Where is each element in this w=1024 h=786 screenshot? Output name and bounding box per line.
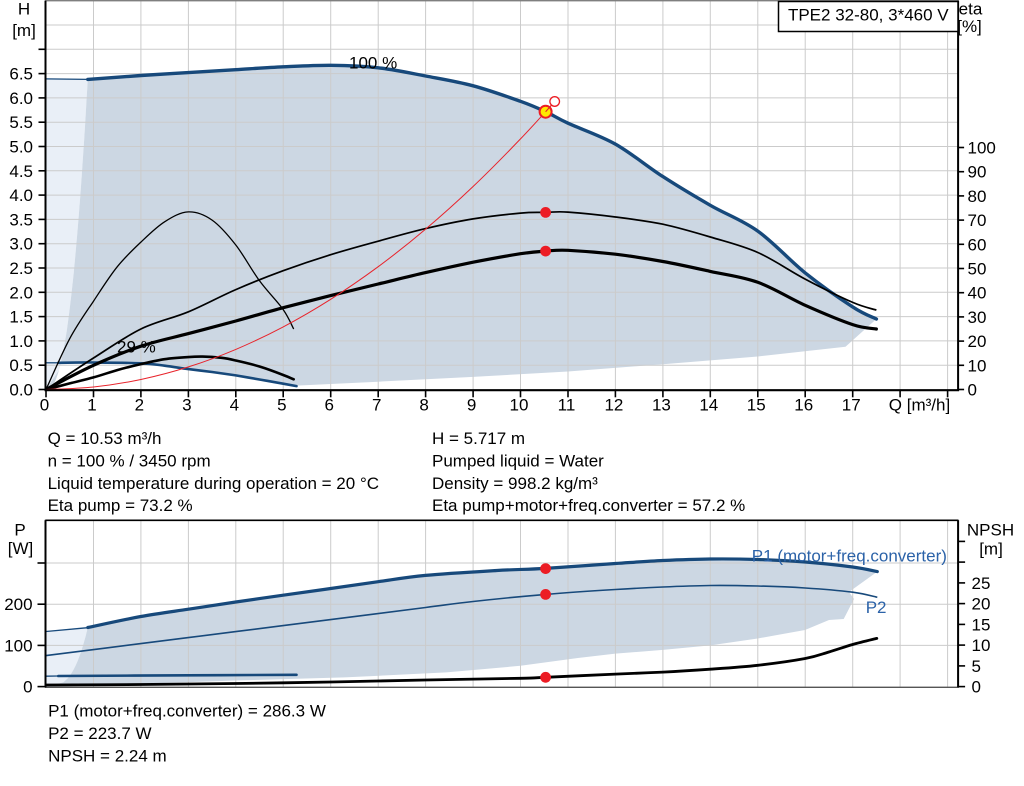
svg-text:8: 8 xyxy=(419,396,428,415)
svg-text:Eta pump+motor+freq.converter: Eta pump+motor+freq.converter = 57.2 % xyxy=(432,496,745,515)
svg-text:0: 0 xyxy=(972,678,981,697)
svg-text:Eta pump = 73.2 %: Eta pump = 73.2 % xyxy=(48,496,193,515)
svg-text:H: H xyxy=(18,0,30,19)
svg-text:4.0: 4.0 xyxy=(9,186,33,205)
svg-text:0: 0 xyxy=(23,678,32,697)
svg-text:5: 5 xyxy=(277,396,286,415)
svg-text:16: 16 xyxy=(794,396,813,415)
svg-text:1: 1 xyxy=(87,396,96,415)
svg-text:P1 (motor+freq.converter) = 28: P1 (motor+freq.converter) = 286.3 W xyxy=(48,702,326,721)
svg-text:20: 20 xyxy=(968,332,987,351)
svg-text:40: 40 xyxy=(968,284,987,303)
svg-text:[m]: [m] xyxy=(12,21,36,40)
svg-text:100: 100 xyxy=(968,139,996,158)
svg-text:12: 12 xyxy=(604,396,623,415)
svg-text:6.0: 6.0 xyxy=(9,89,33,108)
svg-text:5.0: 5.0 xyxy=(9,138,33,157)
svg-text:3.5: 3.5 xyxy=(9,210,33,229)
svg-text:10: 10 xyxy=(968,356,987,375)
svg-text:[W]: [W] xyxy=(8,539,34,558)
svg-text:P2: P2 xyxy=(866,598,887,617)
svg-text:70: 70 xyxy=(968,211,987,230)
svg-text:n = 100 % / 3450 rpm: n = 100 % / 3450 rpm xyxy=(48,452,211,471)
svg-text:15: 15 xyxy=(972,615,991,634)
svg-text:6: 6 xyxy=(324,396,333,415)
svg-text:17: 17 xyxy=(842,396,861,415)
svg-text:200: 200 xyxy=(4,595,32,614)
svg-text:6.5: 6.5 xyxy=(9,65,33,84)
svg-text:TPE2 32-80, 3*460 V: TPE2 32-80, 3*460 V xyxy=(788,5,949,24)
svg-text:10: 10 xyxy=(972,636,991,655)
svg-text:Q = 10.53 m³/h: Q = 10.53 m³/h xyxy=(48,429,162,448)
svg-text:29 %: 29 % xyxy=(117,338,156,357)
svg-text:11: 11 xyxy=(558,396,576,415)
svg-text:Density = 998.2 kg/m³: Density = 998.2 kg/m³ xyxy=(432,474,598,493)
svg-text:50: 50 xyxy=(968,260,987,279)
svg-text:100: 100 xyxy=(4,636,32,655)
svg-text:20: 20 xyxy=(972,595,991,614)
svg-text:14: 14 xyxy=(699,396,718,415)
svg-text:H = 5.717 m: H = 5.717 m xyxy=(432,429,525,448)
svg-text:4: 4 xyxy=(230,396,239,415)
svg-text:90: 90 xyxy=(968,163,987,182)
svg-text:4.5: 4.5 xyxy=(9,162,33,181)
svg-text:[m]: [m] xyxy=(979,540,1003,559)
svg-text:5: 5 xyxy=(972,657,981,676)
svg-text:60: 60 xyxy=(968,235,987,254)
svg-text:Pumped liquid = Water: Pumped liquid = Water xyxy=(432,452,604,471)
svg-text:0.0: 0.0 xyxy=(9,381,33,400)
svg-text:2: 2 xyxy=(135,396,144,415)
svg-text:100 %: 100 % xyxy=(349,54,397,73)
svg-text:P2 = 223.7 W: P2 = 223.7 W xyxy=(48,724,151,743)
svg-text:80: 80 xyxy=(968,187,987,206)
svg-text:5.5: 5.5 xyxy=(9,113,33,132)
svg-text:1.0: 1.0 xyxy=(9,332,33,351)
svg-text:2.5: 2.5 xyxy=(9,259,33,278)
svg-text:2.0: 2.0 xyxy=(9,283,33,302)
svg-text:9: 9 xyxy=(467,396,476,415)
svg-text:0: 0 xyxy=(40,396,49,415)
svg-text:3.0: 3.0 xyxy=(9,235,33,254)
svg-text:3: 3 xyxy=(182,396,191,415)
svg-text:30: 30 xyxy=(968,308,987,327)
svg-text:0: 0 xyxy=(968,381,977,400)
svg-text:eta: eta xyxy=(959,0,983,19)
svg-text:13: 13 xyxy=(652,396,671,415)
svg-text:25: 25 xyxy=(972,574,991,593)
svg-text:Liquid temperature during oper: Liquid temperature during operation = 20… xyxy=(48,474,379,493)
svg-text:1.5: 1.5 xyxy=(9,308,33,327)
svg-text:P1 (motor+freq.converter): P1 (motor+freq.converter) xyxy=(752,547,947,566)
svg-text:10: 10 xyxy=(510,396,529,415)
svg-text:15: 15 xyxy=(747,396,766,415)
svg-text:NPSH = 2.24 m: NPSH = 2.24 m xyxy=(48,746,167,765)
svg-text:Q [m³/h]: Q [m³/h] xyxy=(889,396,950,415)
svg-text:[%]: [%] xyxy=(957,17,982,36)
svg-text:P: P xyxy=(14,521,25,540)
svg-text:NPSH: NPSH xyxy=(967,521,1014,540)
svg-text:0.5: 0.5 xyxy=(9,356,33,375)
svg-text:7: 7 xyxy=(372,396,381,415)
